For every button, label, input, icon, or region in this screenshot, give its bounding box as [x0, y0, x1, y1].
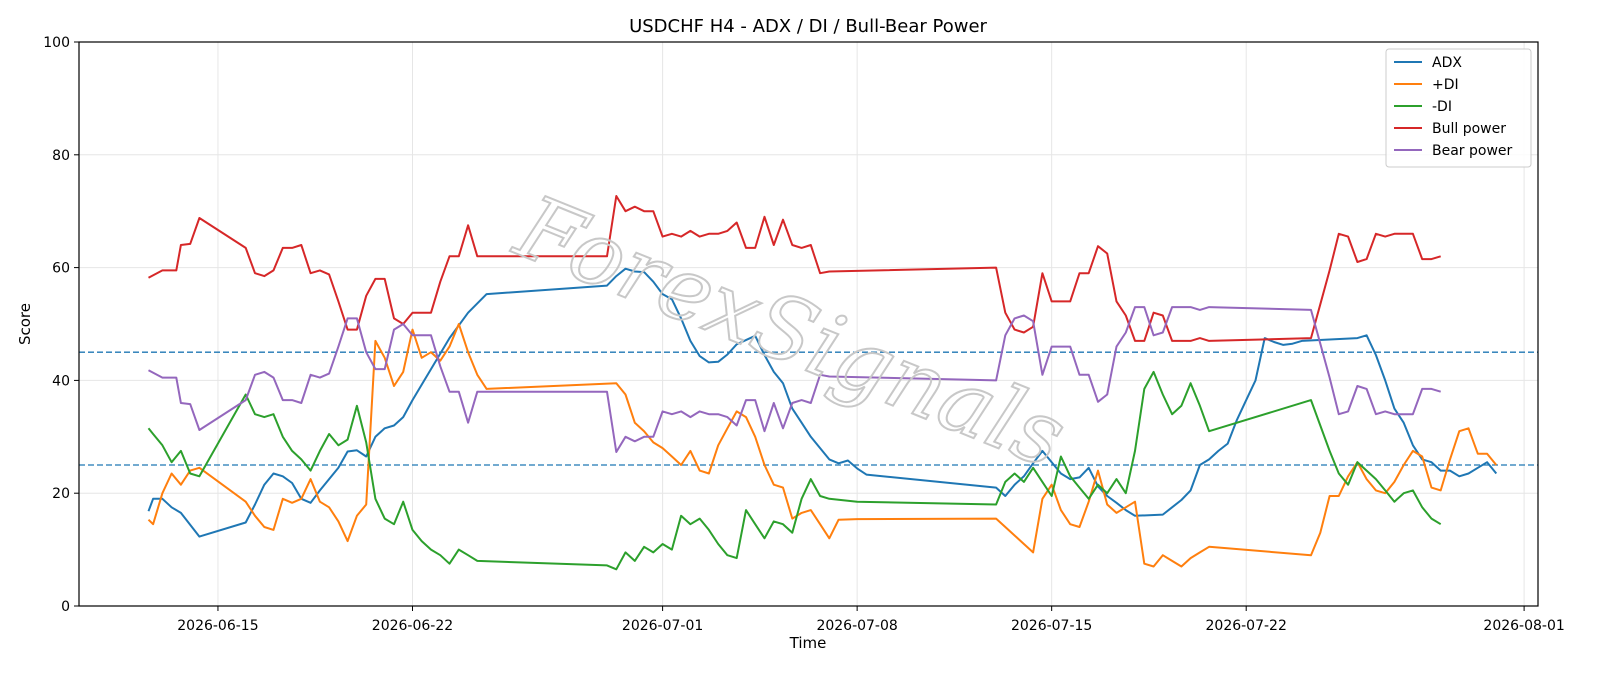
chart-title: USDCHF H4 - ADX / DI / Bull-Bear Power — [629, 16, 987, 37]
grid — [79, 41, 1538, 607]
legend-label: -DI — [1432, 99, 1452, 115]
plot-frame — [78, 41, 1539, 607]
series-line-di — [147, 370, 1442, 571]
y-axis-label: Score — [16, 303, 34, 345]
legend-label: ADX — [1432, 55, 1462, 71]
legend-label: Bear power — [1432, 143, 1513, 159]
x-tick-label: 2026-06-15 — [177, 618, 258, 634]
y-tick-label: 0 — [61, 599, 70, 615]
series-line-bear-power — [148, 306, 1441, 453]
legend-label: +DI — [1432, 77, 1459, 93]
legend-label: Bull power — [1432, 121, 1506, 137]
y-tick-label: 20 — [52, 486, 70, 502]
x-tick-label: 2026-07-01 — [622, 618, 703, 634]
x-tick-label: 2026-07-22 — [1206, 618, 1287, 634]
legend: ADX +DI -DI Bull power Bear power — [1385, 48, 1532, 168]
series-line-adx — [147, 267, 1498, 538]
y-tick-label: 80 — [52, 148, 70, 164]
y-tick-label: 100 — [43, 35, 70, 51]
x-axis-label: Time — [789, 634, 827, 652]
reference-lines — [79, 351, 1538, 466]
y-tick-label: 60 — [52, 261, 70, 277]
x-axis: 2026-06-15 2026-06-22 2026-07-01 2026-07-08… — [177, 606, 1565, 634]
x-tick-label: 2026-06-22 — [372, 618, 453, 634]
series-line-di — [147, 323, 1498, 568]
y-axis: 0 20 40 60 80 100 — [43, 35, 79, 615]
x-tick-label: 2026-07-08 — [816, 618, 897, 634]
x-tick-label: 2026-07-15 — [1011, 618, 1092, 634]
y-tick-label: 40 — [52, 373, 70, 389]
series-lines — [147, 195, 1498, 571]
x-tick-label: 2026-08-01 — [1483, 618, 1564, 634]
series-line-bull-power — [148, 195, 1441, 342]
legend-box — [1385, 48, 1532, 168]
